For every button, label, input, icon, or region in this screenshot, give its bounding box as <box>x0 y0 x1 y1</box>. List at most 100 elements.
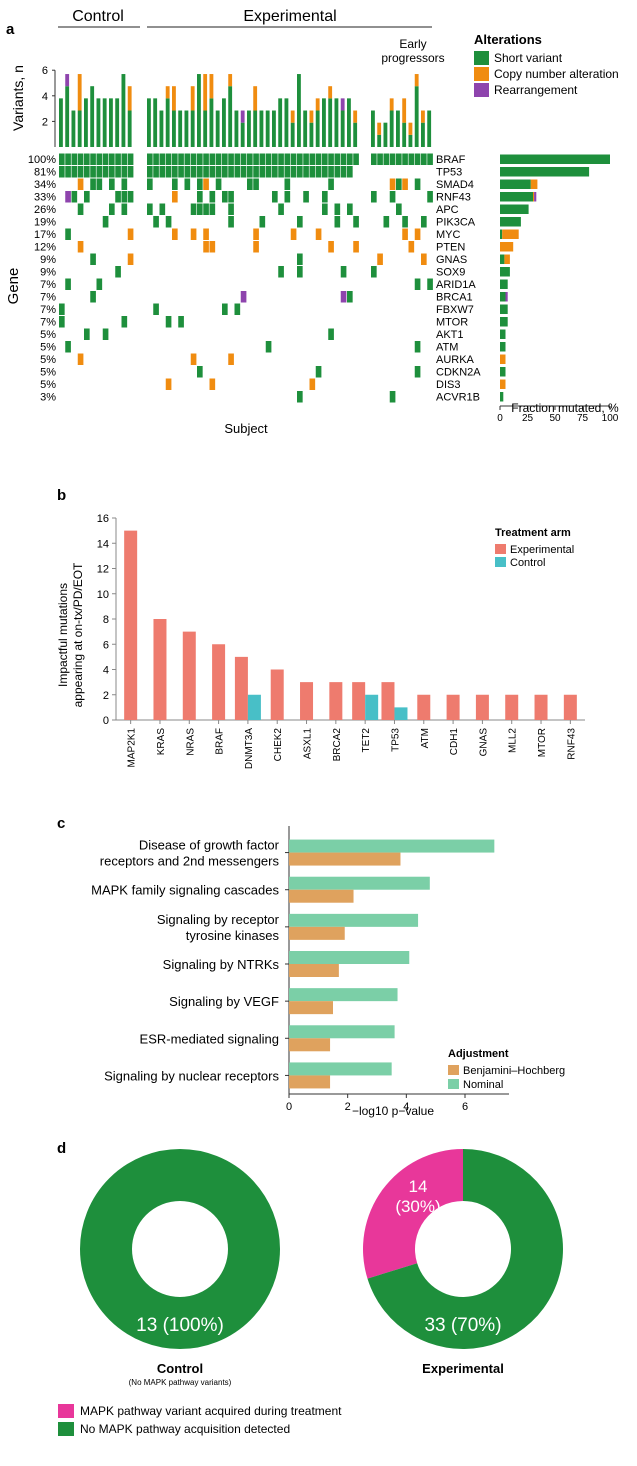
oncoprint-cell <box>240 166 247 178</box>
oncoprint-cell <box>65 278 71 290</box>
gene-name-label: ACVR1B <box>436 392 480 404</box>
oncoprint-cell <box>109 203 115 215</box>
variant-cna-bar <box>408 122 413 135</box>
variant-short-bar <box>396 110 400 147</box>
oncoprint-cell <box>178 316 184 328</box>
legend-swatch-mapk-acquired <box>58 1404 74 1418</box>
gene-percent-label: 7% <box>40 304 56 316</box>
control-donut-title: Control <box>157 1361 203 1376</box>
oncoprint-cell <box>215 153 222 165</box>
short-variant-bar <box>500 179 531 189</box>
oncoprint-cell <box>265 153 272 165</box>
pathway-label: tyrosine kinases <box>186 928 280 943</box>
legend-experimental: Experimental <box>510 544 574 556</box>
oncoprint-cell <box>102 166 109 178</box>
gene-name-label: BRCA1 <box>436 292 473 304</box>
oncoprint-cell <box>414 153 421 165</box>
panel-b-y-tick-label: 16 <box>97 513 109 525</box>
oncoprint-cell <box>190 166 197 178</box>
variant-short-bar <box>127 110 132 147</box>
gene-name-label: AKT1 <box>436 329 464 341</box>
oncoprint-cell <box>297 153 303 165</box>
oncoprint-cell <box>322 153 328 165</box>
gene-percent-label: 26% <box>34 204 56 216</box>
oncoprint-cell <box>172 228 178 240</box>
variant-short-bar <box>165 98 170 147</box>
no-mapk-slice <box>367 1149 563 1349</box>
oncoprint-cell <box>328 178 334 190</box>
oncoprint-cell <box>315 366 322 378</box>
experimental-bar <box>381 682 395 720</box>
legend-copy-number: Copy number alteration <box>494 67 619 81</box>
oncoprint-cell <box>215 166 222 178</box>
oncoprint-cell <box>71 153 78 165</box>
oncoprint-cell <box>340 266 347 278</box>
copy-number-bar <box>530 179 538 189</box>
oncoprint-cell <box>165 166 172 178</box>
variant-short-bar <box>278 98 283 147</box>
oncoprint-cell <box>383 216 390 228</box>
oncoprint-cell <box>209 153 216 165</box>
oncoprint-cell <box>234 303 241 315</box>
oncoprint-cell <box>284 178 291 190</box>
panel-b-category-label: MLL2 <box>508 728 519 753</box>
oncoprint-cell <box>234 153 241 165</box>
variant-short-bar <box>353 122 358 147</box>
panel-c-label: c <box>57 815 65 832</box>
variant-short-bar <box>209 98 214 147</box>
variant-short-bar <box>90 86 95 147</box>
oncoprint-cell <box>209 241 216 253</box>
variant-short-bar <box>414 86 419 147</box>
short-variant-bar <box>500 317 508 327</box>
variant-short-bar <box>234 110 239 147</box>
experimental-bar <box>212 644 226 720</box>
gene-name-label: PTEN <box>436 242 465 254</box>
oncoprint-cell <box>414 228 421 240</box>
oncoprint-cell <box>322 191 328 203</box>
panel-b-category-label: CDH1 <box>449 728 460 756</box>
oncoprint-cell <box>402 216 408 228</box>
variant-short-bar <box>309 122 314 147</box>
variant-re-bar <box>65 74 70 87</box>
variant-short-bar <box>303 110 308 147</box>
legend-swatch-control <box>495 557 506 567</box>
oncoprint-cell <box>96 278 103 290</box>
adjustment-legend-title: Adjustment <box>448 1048 509 1060</box>
legend-bh: Benjamini–Hochberg <box>463 1065 565 1077</box>
nominal-bar <box>289 988 398 1002</box>
oncoprint-cell <box>322 166 328 178</box>
treatment-legend-title: Treatment arm <box>495 527 571 539</box>
experimental-bar <box>417 694 431 720</box>
variant-cna-bar <box>228 74 233 87</box>
panel-b-category-label: BRAF <box>215 728 226 755</box>
oncoprint-cell <box>408 153 415 165</box>
oncoprint-cell <box>340 291 347 303</box>
oncoprint-cell <box>278 166 284 178</box>
oncoprint-cell <box>253 228 259 240</box>
oncoprint-cell <box>272 191 278 203</box>
fraction-axis-label: Fraction mutated, % <box>511 401 619 415</box>
variant-short-bar <box>172 110 176 147</box>
oncoprint-cell <box>197 178 203 190</box>
variant-short-bar <box>371 110 375 147</box>
oncoprint-cell <box>414 278 421 290</box>
gene-name-label: DIS3 <box>436 379 460 391</box>
oncoprint-cell <box>209 191 216 203</box>
experimental-bar <box>124 530 138 720</box>
oncoprint-cell <box>265 166 272 178</box>
gene-name-label: SMAD4 <box>436 179 474 191</box>
copy-number-bar <box>533 192 535 202</box>
oncoprint-cell <box>159 166 166 178</box>
oncoprint-cell <box>347 291 353 303</box>
legend-swatch-short-variant <box>474 51 489 65</box>
variant-short-bar <box>265 110 270 147</box>
variant-short-bar <box>427 110 432 147</box>
oncoprint-cell <box>328 328 334 340</box>
oncoprint-cell <box>84 328 90 340</box>
panel-b-y-tick-label: 14 <box>97 538 109 550</box>
oncoprint-cell <box>297 253 303 265</box>
oncoprint-cell <box>65 191 71 203</box>
fraction-tick-label: 75 <box>577 413 589 424</box>
gene-percent-label: 5% <box>40 342 56 354</box>
legend-rearrangement: Rearrangement <box>494 83 578 97</box>
